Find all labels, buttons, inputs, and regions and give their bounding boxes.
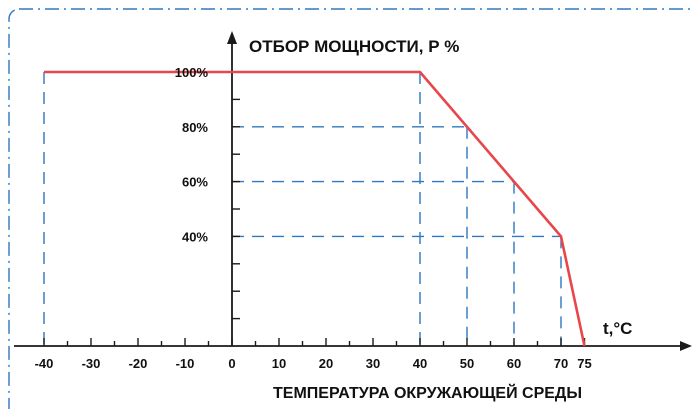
x-tick-label: 10 [272, 356, 286, 371]
x-tick-label: 20 [319, 356, 333, 371]
x-axis-unit-label: t,°C [603, 319, 632, 338]
y-tick-labels: 100% 80% 60% 40% [175, 65, 209, 244]
x-axis-arrow [680, 341, 692, 351]
x-tick-label: -30 [82, 356, 101, 371]
x-tick-labels: -40 -30 -20 -10 0 10 20 30 40 50 60 70 75 [35, 356, 592, 371]
x-tick-label: -40 [35, 356, 54, 371]
x-tick-label: 60 [507, 356, 521, 371]
x-axis-label: ТЕМПЕРАТУРА ОКРУЖАЮЩЕЙ СРЕДЫ [273, 383, 582, 402]
x-tick-label: 40 [413, 356, 427, 371]
y-tick-label: 80% [182, 120, 208, 135]
series-group [44, 70, 586, 347]
x-tick-label: -20 [129, 356, 148, 371]
guide-lines [43, 72, 562, 346]
power-derating-line [44, 70, 586, 347]
y-tick-label: 60% [182, 175, 208, 190]
x-tick-label: -10 [176, 356, 195, 371]
x-tick-label: 70 [554, 356, 568, 371]
x-tick-label: 0 [228, 356, 235, 371]
chart-title: ОТБОР МОЩНОСТИ, Р % [249, 37, 459, 56]
x-tick-label: 30 [366, 356, 380, 371]
y-tick-label: 40% [182, 229, 208, 244]
x-tick-label: 50 [460, 356, 474, 371]
y-tick-label: 100% [175, 65, 209, 80]
axes [14, 31, 692, 351]
chart-frame [8, 8, 693, 409]
y-axis-arrow [227, 31, 237, 44]
x-tick-label: 75 [577, 356, 591, 371]
